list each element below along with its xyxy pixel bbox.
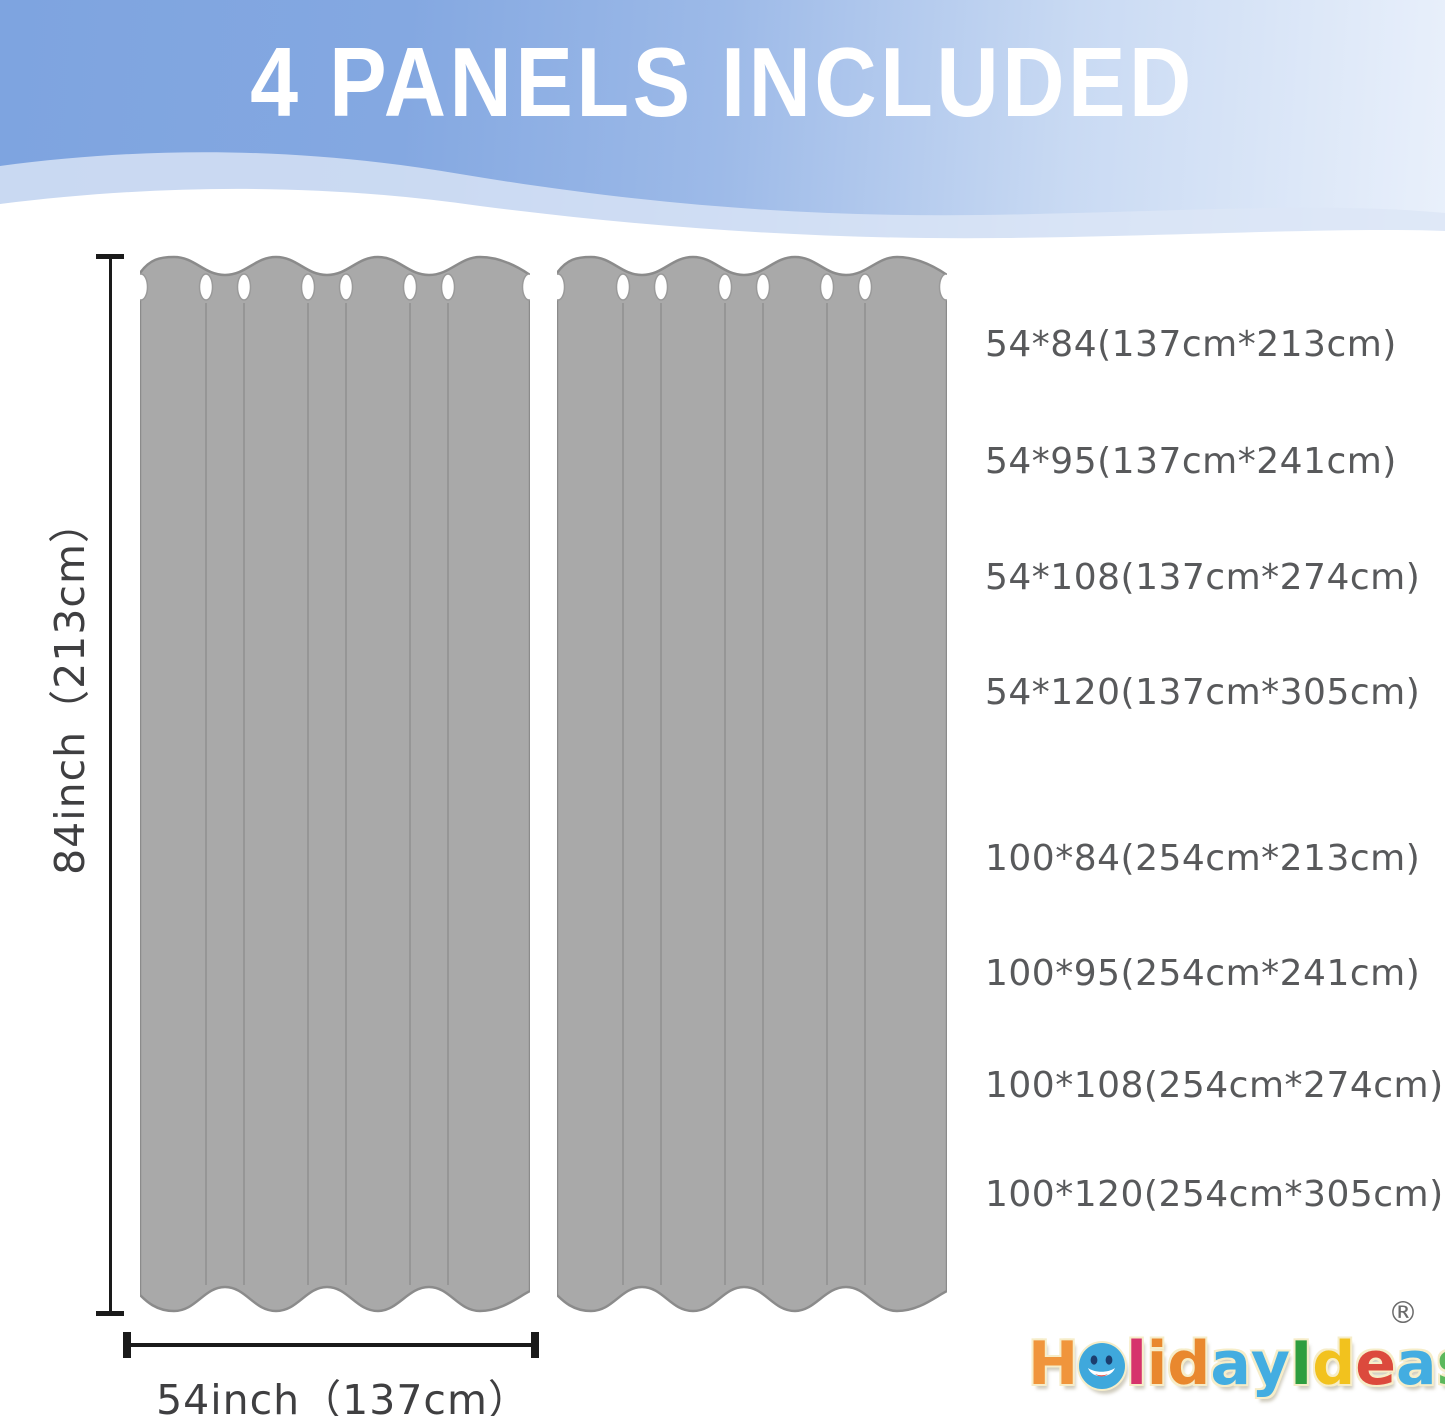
height-dimension-line [109, 257, 112, 1315]
height-dimension-label: 84inch（213cm） [46, 501, 94, 875]
registered-trademark-icon: ® [1388, 1296, 1418, 1331]
logo-letter: d [1312, 1329, 1356, 1399]
size-option: 54*108(137cm*274cm) [985, 557, 1421, 598]
grommet-icons [557, 273, 947, 301]
size-option: 54*84(137cm*213cm) [985, 324, 1397, 365]
curtain-panel-right [557, 255, 947, 1313]
smiley-o-icon [1079, 1343, 1126, 1389]
size-option: 54*120(137cm*305cm) [985, 672, 1421, 713]
logo-letter: H [1028, 1329, 1079, 1399]
curtain-panel-left [140, 255, 530, 1313]
size-option: 100*108(254cm*274cm) [985, 1065, 1444, 1106]
height-dimension-cap-bottom [96, 1311, 124, 1316]
logo-letter: I [1289, 1329, 1313, 1399]
width-dimension-line [127, 1343, 535, 1347]
fold-lines [622, 303, 866, 1285]
logo-letter: s [1436, 1334, 1445, 1394]
height-dimension-cap-top [96, 254, 124, 259]
logo-letter: a [1395, 1329, 1437, 1399]
size-option: 100*95(254cm*241cm) [985, 953, 1421, 994]
panel-fabric [140, 255, 530, 1313]
size-option: 54*95(137cm*241cm) [985, 441, 1397, 482]
width-dimension-cap-right [531, 1332, 539, 1358]
logo-letter: d [1167, 1329, 1211, 1399]
logo-letter: e [1355, 1329, 1396, 1399]
width-dimension-label: 54inch（137cm） [156, 1376, 530, 1416]
banner: 4 PANELS INCLUDED [0, 0, 1445, 248]
size-option: 100*84(254cm*213cm) [985, 838, 1421, 879]
size-option: 100*120(254cm*305cm) [985, 1174, 1444, 1215]
grommet-icons [140, 273, 530, 301]
logo-letter: y [1250, 1329, 1290, 1399]
fold-lines [205, 303, 449, 1285]
logo-letter: i [1146, 1329, 1168, 1399]
banner-wave-decoration [0, 152, 1445, 248]
brand-logo: HlidayIdeas [1028, 1334, 1445, 1394]
logo-letter: l [1126, 1329, 1147, 1399]
banner-title: 4 PANELS INCLUDED [250, 27, 1195, 137]
panel-fabric [557, 255, 947, 1313]
logo-letter: a [1210, 1329, 1251, 1399]
width-dimension-cap-left [123, 1332, 131, 1358]
